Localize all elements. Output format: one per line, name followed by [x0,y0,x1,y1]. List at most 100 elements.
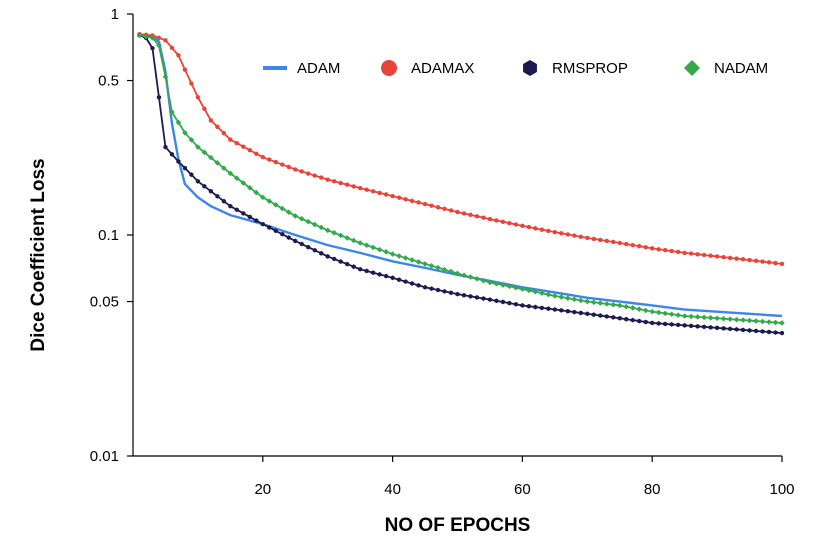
data-point-nadam [253,189,260,196]
data-point-nadam [629,305,636,311]
data-point-nadam [415,259,422,265]
data-point-rmsprop [247,214,252,220]
data-point-adamax [325,177,330,182]
data-point-nadam [363,242,370,249]
data-point-adamax [468,212,473,218]
data-point-rmsprop [403,279,408,285]
data-point-adamax [390,193,395,199]
data-point-nadam [662,310,668,317]
data-point-rmsprop [552,307,557,312]
data-point-rmsprop [169,151,175,157]
y-tick-label: 0.5 [98,73,119,90]
data-point-adamax [312,173,317,178]
data-point-nadam [149,35,156,41]
series-line-rmsprop [139,34,783,334]
data-point-adamax [513,222,519,227]
data-point-rmsprop [221,198,226,204]
data-point-adamax [637,244,642,249]
data-point-adamax [552,229,558,235]
data-point-nadam [753,318,759,324]
data-point-adamax [176,53,181,58]
data-point-adamax [526,224,532,230]
data-point-adamax [357,185,363,191]
data-point-nadam [623,303,630,310]
data-point-rmsprop [338,259,343,264]
data-point-rmsprop [345,261,350,267]
data-point-rmsprop [319,250,324,256]
series-nadam [136,32,785,326]
data-point-rmsprop [702,324,707,330]
y-tick-label: 0.01 [90,448,119,465]
data-point-adamax [656,247,661,252]
data-point-adamax [338,180,343,186]
data-point-nadam [389,251,396,257]
data-point-adamax [273,159,278,165]
data-point-rmsprop [637,318,642,324]
data-point-rmsprop [585,311,590,317]
data-point-nadam [642,307,649,314]
data-point-nadam [441,266,448,273]
data-point-nadam [688,313,694,320]
x-tick-label: 20 [254,481,271,498]
data-point-nadam [208,154,214,161]
data-point-adamax [202,106,207,112]
data-point-adamax [442,206,447,212]
data-point-nadam [675,312,681,318]
data-point-rmsprop [487,297,493,303]
data-point-nadam [727,316,733,322]
data-point-adamax [182,67,188,72]
data-point-adamax [500,219,506,225]
data-point-nadam [285,209,292,216]
data-point-nadam [350,237,357,244]
data-point-nadam [506,283,513,290]
data-point-nadam [136,32,143,39]
data-point-rmsprop [384,273,389,279]
data-point-adamax [169,45,175,51]
data-point-nadam [435,264,441,271]
data-point-nadam [772,319,779,326]
data-point-nadam [493,280,500,287]
data-point-adamax [650,246,655,251]
data-point-rmsprop [448,290,454,296]
y-tick-label: 0.05 [90,294,119,311]
data-point-nadam [162,73,169,80]
data-point-adamax [578,234,584,239]
data-point-rmsprop [481,296,486,301]
data-point-rmsprop [377,271,382,277]
data-point-rmsprop [371,270,376,276]
legend-marker-nadam [684,60,700,76]
data-point-adamax [520,223,525,229]
data-point-nadam [234,175,240,181]
data-point-rmsprop [325,254,330,259]
data-point-nadam [318,224,325,231]
data-point-rmsprop [312,247,317,253]
legend-label-adam: ADAM [297,60,340,77]
data-point-rmsprop [708,324,713,330]
data-point-nadam [344,235,350,241]
data-point-adamax [254,151,259,156]
data-point-rmsprop [676,322,681,328]
data-point-rmsprop [500,299,506,305]
data-point-nadam [474,276,480,282]
data-point-rmsprop [578,310,583,316]
legend-item-nadam: NADAM [684,60,768,77]
data-point-rmsprop [280,231,285,237]
data-point-adamax [429,203,434,208]
data-point-rmsprop [390,275,395,281]
data-point-adamax [539,227,545,232]
data-point-rmsprop [397,277,402,283]
legend-label-adamax: ADAMAX [411,60,474,77]
y-axis-title: Dice Coefficient Loss [28,158,49,351]
data-point-adamax [591,236,596,242]
data-point-nadam [603,301,610,307]
data-point-nadam [636,306,643,312]
data-point-nadam [311,221,318,228]
data-point-adamax [559,231,564,236]
data-point-rmsprop [565,308,570,314]
data-point-rmsprop [306,244,311,250]
data-point-nadam [707,315,714,321]
data-point-adamax [241,144,246,149]
data-point-adamax [507,220,512,226]
data-point-rmsprop [286,235,291,240]
